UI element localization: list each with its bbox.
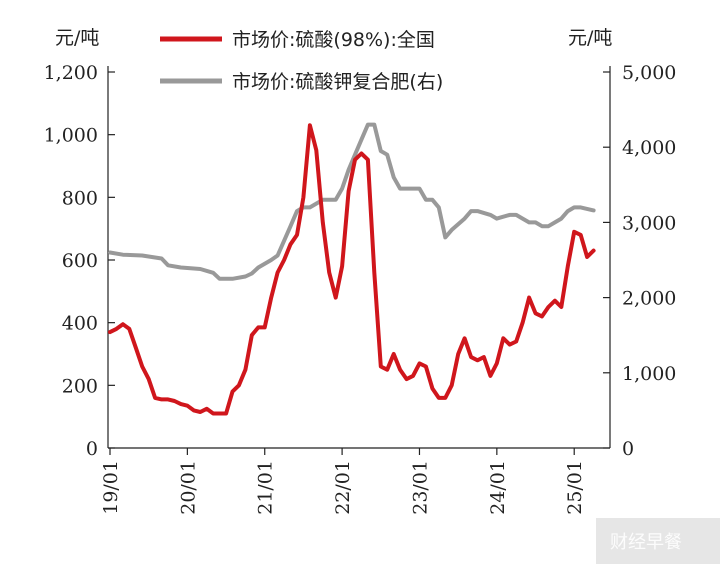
plot-frame <box>107 66 611 449</box>
left-tick-label: 1,000 <box>44 125 98 147</box>
right-axis-unit: 元/吨 <box>568 27 612 49</box>
left-axis: 1,200 1,000 800 600 400 200 0 <box>44 62 115 460</box>
x-tick-label: 25/01 <box>564 460 586 515</box>
watermark-text: 财经早餐 <box>610 532 682 553</box>
right-tick-label: 4,000 <box>622 137 676 159</box>
right-tick-label: 0 <box>622 438 634 460</box>
series-layer <box>108 122 596 416</box>
right-tick-label: 3,000 <box>622 212 676 234</box>
legend-label-sulfuric-acid: 市场价:硫酸(98%):全国 <box>232 29 435 51</box>
right-tick-label: 5,000 <box>622 62 676 84</box>
right-tick-label: 1,000 <box>622 363 676 385</box>
right-tick-label: 2,000 <box>622 288 676 310</box>
left-tick-label: 1,200 <box>44 62 98 84</box>
x-tick-label: 21/01 <box>255 460 277 515</box>
x-tick-label: 23/01 <box>409 460 431 515</box>
watermark-bg <box>596 518 720 564</box>
left-tick-label: 800 <box>62 187 98 209</box>
right-axis: 5,000 4,000 3,000 2,000 1,000 0 <box>603 62 676 460</box>
left-tick-label: 0 <box>86 438 98 460</box>
left-tick-label: 200 <box>62 375 98 397</box>
x-tick-label: 22/01 <box>332 460 354 515</box>
left-tick-label: 400 <box>62 313 98 335</box>
x-tick-label: 20/01 <box>177 460 199 515</box>
x-axis: 19/01 20/01 21/01 22/01 23/01 24/01 25/01 <box>100 448 586 515</box>
left-tick-label: 600 <box>62 250 98 272</box>
x-tick-label: 24/01 <box>487 460 509 515</box>
legend-label-potash-fertilizer: 市场价:硫酸钾复合肥(右) <box>232 71 443 93</box>
x-tick-label: 19/01 <box>100 460 122 515</box>
left-axis-unit: 元/吨 <box>55 27 99 49</box>
series-line-potash-fertilizer <box>108 122 596 281</box>
series-line-sulfuric-acid <box>108 123 596 416</box>
